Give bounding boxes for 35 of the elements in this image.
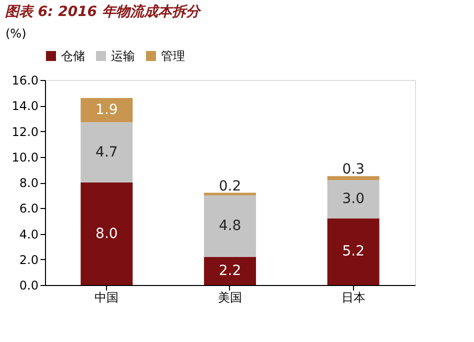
bar <box>204 256 256 285</box>
y-tick-label: 12.0 <box>12 124 38 139</box>
legend-label: 管理 <box>161 49 185 63</box>
y-axis-title: (%) <box>6 26 26 40</box>
y-tick-label: 2.0 <box>19 252 38 267</box>
data-label: 8.0 <box>96 226 118 242</box>
bar <box>80 98 133 122</box>
x-tick-label: 美国 <box>218 290 242 304</box>
bar <box>327 180 380 218</box>
x-tick-label: 日本 <box>341 290 366 304</box>
data-label: 4.7 <box>96 144 118 160</box>
bar <box>327 218 380 285</box>
data-label: 0.3 <box>342 162 364 178</box>
y-tick-label: 16.0 <box>12 74 38 88</box>
legend-label: 运输 <box>111 49 135 63</box>
y-tick-label: 8.0 <box>19 176 38 190</box>
data-label: 5.2 <box>342 244 364 260</box>
data-label: 4.8 <box>218 218 242 234</box>
y-tick-label: 6.0 <box>19 202 38 216</box>
bar <box>80 122 133 182</box>
bar <box>204 192 256 196</box>
data-label: 2.2 <box>218 262 242 279</box>
x-tick-label: 中国 <box>94 290 119 304</box>
y-tick-label: 14.0 <box>12 99 38 114</box>
y-tick-label: 10.0 <box>12 150 38 164</box>
bar <box>204 195 256 257</box>
data-label: 0.2 <box>218 178 242 194</box>
legend-label: 仓储 <box>61 49 85 63</box>
y-tick-label: 4.0 <box>19 227 38 242</box>
data-label: 1.9 <box>96 102 118 118</box>
chart-title: 图表 6: 2016 年物流成本拆分 <box>5 3 202 20</box>
data-label: 3.0 <box>342 191 364 208</box>
bar <box>80 182 133 285</box>
bar <box>327 176 380 180</box>
y-tick-label: 0.0 <box>19 278 38 292</box>
